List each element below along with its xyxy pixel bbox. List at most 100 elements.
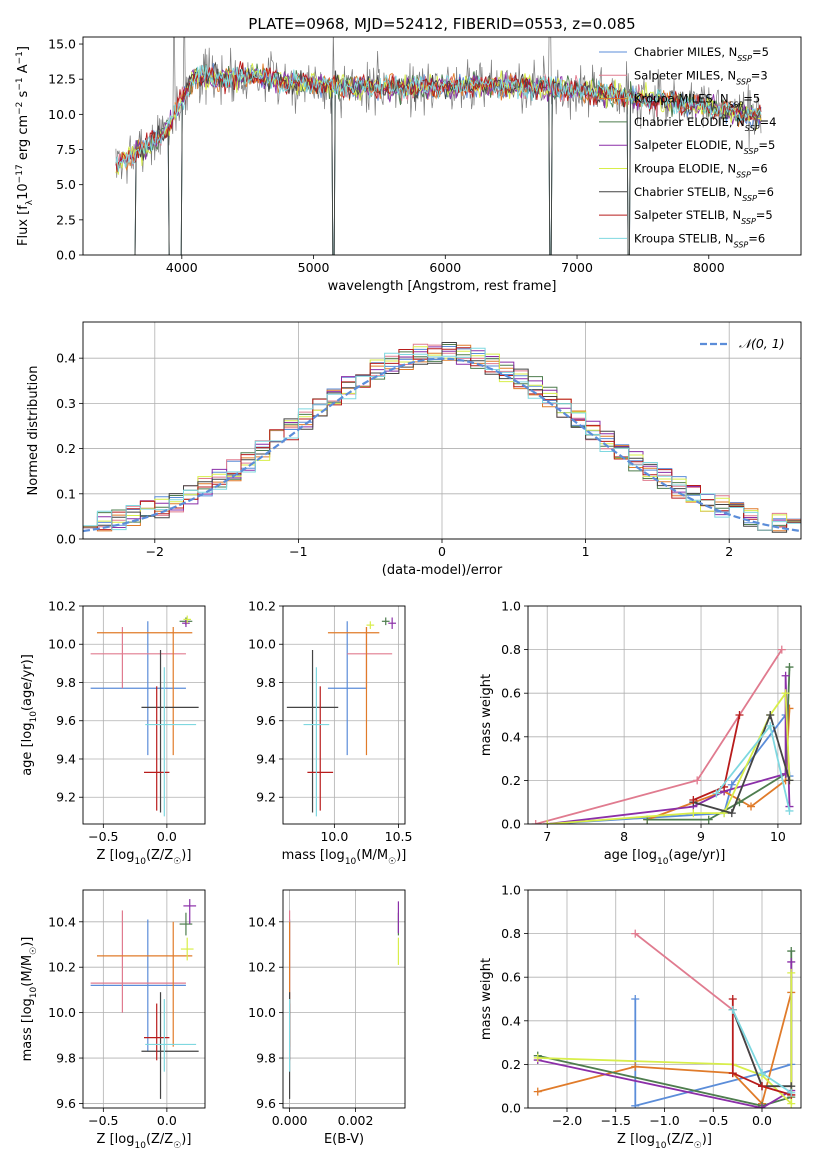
series-marker xyxy=(543,820,552,824)
legend-label: Kroupa MILES, NSSP=5 xyxy=(634,92,760,110)
chart-residuals: −2 −1 0 1 2 0.0 0.1 0.2 0.3 0.4 𝒩(0, 1) (data-model… xyxy=(26,321,802,578)
normal-curve xyxy=(83,357,801,533)
legend-model-name: Kroupa MILES, N xyxy=(634,92,729,106)
x-tick-label: −0.5 xyxy=(88,829,118,844)
y-axis-label-part: Flux [f xyxy=(16,205,31,246)
x-axis-label-part: )] xyxy=(181,1132,191,1147)
x-tick-label: 0.0 xyxy=(752,1113,772,1128)
x-tick-label: 0.000 xyxy=(272,1113,308,1128)
x-axis-label-part: 10 xyxy=(655,1141,667,1151)
histogram-step xyxy=(83,347,801,531)
errorbar-point xyxy=(388,617,397,629)
x-tick-label: 10.5 xyxy=(385,829,413,844)
y-axis-label: age [log10(age/yr)] xyxy=(20,654,39,776)
x-axis-label-part: (Z/Z xyxy=(666,1132,693,1147)
series-marker xyxy=(787,968,796,977)
x-axis-label-part: (Z/Z xyxy=(146,848,173,863)
y-tick-label: 0.6 xyxy=(501,686,521,701)
axes-frame xyxy=(82,605,206,825)
x-tick-label: 5000 xyxy=(298,260,330,275)
axes-frame xyxy=(82,36,802,256)
legend-model-name: Kroupa STELIB, N xyxy=(634,231,734,245)
y-tick-label: 10.0 xyxy=(48,1005,76,1020)
series-marker xyxy=(631,929,640,938)
legend-model-name: Chabrier STELIB, N xyxy=(634,185,742,199)
y-axis-label: mass [log10(M/M☉)] xyxy=(20,937,39,1062)
errorbar-group xyxy=(288,901,400,1099)
legend-nssp-value: =5 xyxy=(752,45,769,59)
y-tick-label: 0.8 xyxy=(501,642,521,657)
y-tick-label: 9.2 xyxy=(56,790,76,805)
x-axis-label-part: )] xyxy=(702,1132,712,1147)
series-marker xyxy=(766,721,775,730)
figure-title: PLATE=0968, MJD=52412, FIBERID=0553, z=0… xyxy=(248,15,635,33)
y-axis-label: Flux [fλ10−17 erg cm−2 s−1 A−1] xyxy=(15,46,35,246)
y-tick-label: 9.8 xyxy=(56,1051,76,1066)
series-marker xyxy=(693,776,702,785)
y-tick-label: 0.8 xyxy=(501,926,521,941)
series-marker xyxy=(747,802,756,811)
series-marker xyxy=(785,663,794,672)
legend-nssp-value: =5 xyxy=(756,208,773,222)
x-axis-label-part: 10 xyxy=(345,857,357,867)
y-tick-label: 0.4 xyxy=(501,1013,521,1028)
x-axis-label: wavelength [Angstrom, rest frame] xyxy=(328,279,557,294)
x-axis-label-part: )] xyxy=(181,848,191,863)
x-axis-label-part: 10 xyxy=(134,857,146,867)
y-tick-label: 10.2 xyxy=(48,599,76,614)
histogram-group xyxy=(83,342,801,533)
series-marker xyxy=(787,947,796,956)
x-axis-label: E(B-V) xyxy=(324,1132,364,1147)
errorbar-point xyxy=(96,627,193,756)
x-axis-label: Z [log10(Z/Z☉)] xyxy=(617,1132,712,1151)
legend-nssp-value: =5 xyxy=(743,92,760,106)
series-line xyxy=(547,690,791,824)
series-line xyxy=(547,712,791,824)
legend-subscript: SSP xyxy=(745,123,760,132)
series xyxy=(728,1005,796,1097)
series-marker xyxy=(758,1069,766,1078)
axes-frame xyxy=(282,889,406,1109)
spectrum-lines xyxy=(115,37,762,255)
x-axis-label-part: 10 xyxy=(657,857,669,867)
legend-model-name: Kroupa ELODIE, N xyxy=(634,162,736,176)
axes-frame xyxy=(527,889,802,1109)
x-axis-label-part: age [log xyxy=(604,848,657,863)
x-axis-label-part: ☉ xyxy=(173,857,181,867)
series-marker xyxy=(727,780,736,789)
series-marker xyxy=(766,711,775,719)
y-axis-label-part: 10 xyxy=(29,986,39,998)
x-tick-label: 8000 xyxy=(693,260,725,275)
x-tick-label: −2.0 xyxy=(552,1113,582,1128)
x-tick-label: 10.0 xyxy=(320,829,348,844)
legend-label: Salpeter ELODIE, NSSP=5 xyxy=(634,138,775,156)
legend-model-name: Chabrier ELODIE, N xyxy=(634,115,745,129)
errorbar-group xyxy=(90,899,199,1099)
y-axis-label-part: erg cm xyxy=(16,115,31,164)
y-tick-label: 10.2 xyxy=(248,960,276,975)
axes-frame xyxy=(527,605,802,825)
y-tick-label: 9.8 xyxy=(256,1051,276,1066)
series-marker xyxy=(689,809,698,818)
x-tick-label: 10 xyxy=(770,829,786,844)
x-axis-label-part: ☉ xyxy=(694,1141,702,1151)
legend-subscript: SSP xyxy=(741,217,756,226)
legend-label: Salpeter MILES, NSSP=3 xyxy=(634,68,768,86)
x-tick-label: 0 xyxy=(438,544,446,559)
y-tick-label: 12.5 xyxy=(48,72,76,87)
axes-frame xyxy=(82,889,206,1109)
series-marker xyxy=(758,1104,766,1108)
chart-age-vs-z: −0.5 0.09.29.49.69.810.010.2Z [log10(Z/Z☉… xyxy=(20,599,206,867)
y-tick-label: 0.6 xyxy=(501,970,521,985)
y-axis-label: mass weight xyxy=(479,674,494,756)
series-marker xyxy=(704,815,713,824)
x-tick-label: 2 xyxy=(725,544,733,559)
y-axis-label-part: −17 xyxy=(15,164,25,183)
chart-weight-vs-z: −2.0 −1.5 −1.0 −0.5 0.0 0.0 0.2 0.4 0.6 0.8 1.0 Z [… xyxy=(479,883,802,1151)
errorbar-point xyxy=(90,919,186,1052)
y-tick-label: 15.0 xyxy=(48,37,76,52)
y-tick-label: 0.0 xyxy=(56,532,76,547)
series-marker xyxy=(735,711,744,719)
series-marker xyxy=(787,1088,796,1097)
histogram-step xyxy=(83,347,801,531)
